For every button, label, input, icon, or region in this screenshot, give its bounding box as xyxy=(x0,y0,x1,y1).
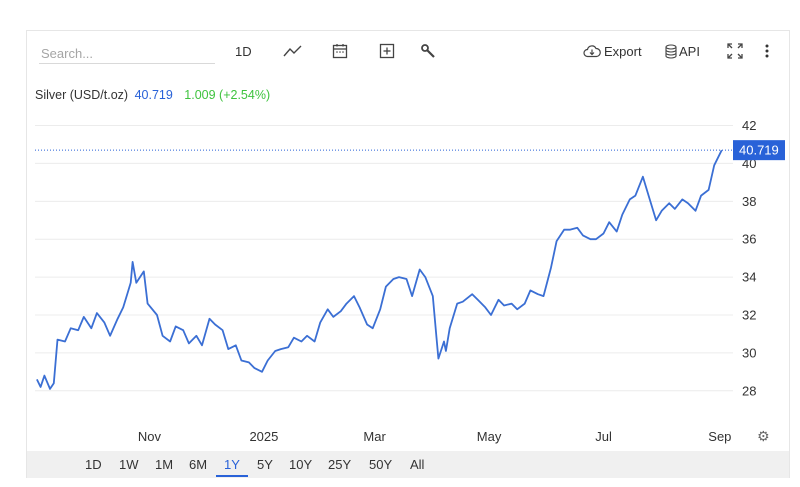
range-all-button[interactable]: All xyxy=(410,457,425,472)
last-price-label: 40.719 xyxy=(739,143,779,158)
api-button[interactable]: API xyxy=(665,41,700,61)
settings-tool-button[interactable] xyxy=(420,41,436,61)
export-label: Export xyxy=(604,43,642,59)
range-1y-button[interactable]: 1Y xyxy=(224,457,240,472)
range-1m-button[interactable]: 1M xyxy=(155,457,174,472)
range-5y-button[interactable]: 5Y xyxy=(257,457,273,472)
chart-toolbar: 1D Export xyxy=(27,31,789,69)
gear-icon[interactable]: ⚙ xyxy=(757,429,770,445)
x-tick-label: Nov xyxy=(138,429,162,444)
range-10y-button[interactable]: 10Y xyxy=(289,457,313,472)
y-tick-label: 32 xyxy=(742,308,756,323)
interval-label: 1D xyxy=(235,43,252,59)
legend-price: 40.719 xyxy=(134,88,173,102)
date-range-button[interactable] xyxy=(332,41,348,61)
range-6m-button[interactable]: 6M xyxy=(189,457,208,472)
expand-icon xyxy=(726,42,744,60)
more-vertical-icon xyxy=(764,43,770,59)
export-button[interactable]: Export xyxy=(583,41,642,61)
line-chart-icon xyxy=(283,44,303,58)
y-tick-label: 38 xyxy=(742,194,756,209)
range-1d-button[interactable]: 1D xyxy=(85,457,102,472)
y-tick-label: 28 xyxy=(742,383,756,398)
chart-type-button[interactable] xyxy=(283,41,303,61)
x-tick-label: Mar xyxy=(363,429,386,444)
range-selector: 1D 1W 1M 6M 1Y 5Y 10Y 25Y 50Y All xyxy=(27,451,789,478)
interval-button[interactable]: 1D xyxy=(235,41,252,61)
legend-change: 1.009 (+2.54%) xyxy=(184,88,271,102)
more-options-button[interactable] xyxy=(764,41,770,61)
cloud-download-icon xyxy=(583,44,601,58)
y-tick-label: 34 xyxy=(742,270,756,285)
series-line-silver xyxy=(36,149,723,390)
y-tick-label: 42 xyxy=(742,118,756,133)
wrench-icon xyxy=(420,43,436,59)
search-input[interactable] xyxy=(39,43,215,64)
add-indicator-button[interactable] xyxy=(379,41,395,61)
range-1w-button[interactable]: 1W xyxy=(119,457,139,472)
legend-symbol-name: Silver (USD/t.oz) xyxy=(35,88,129,102)
range-50y-button[interactable]: 50Y xyxy=(369,457,393,472)
calendar-icon xyxy=(332,43,348,59)
active-range-indicator xyxy=(216,475,248,477)
x-tick-label: Jul xyxy=(595,429,612,444)
chart-legend: Silver (USD/t.oz) 40.719 1.009 (+2.54%) xyxy=(35,88,270,102)
y-tick-label: 36 xyxy=(742,232,756,247)
plus-box-icon xyxy=(379,43,395,59)
x-tick-label: 2025 xyxy=(249,429,278,444)
fullscreen-button[interactable] xyxy=(726,41,744,61)
database-icon xyxy=(665,43,677,59)
last-price-badge xyxy=(733,140,785,161)
api-label: API xyxy=(679,43,700,59)
range-25y-button[interactable]: 25Y xyxy=(328,457,352,472)
x-tick-label: Sep xyxy=(708,429,731,444)
y-tick-label: 30 xyxy=(742,345,756,360)
x-tick-label: May xyxy=(477,429,502,444)
chart-widget: 1D Export xyxy=(26,30,790,478)
